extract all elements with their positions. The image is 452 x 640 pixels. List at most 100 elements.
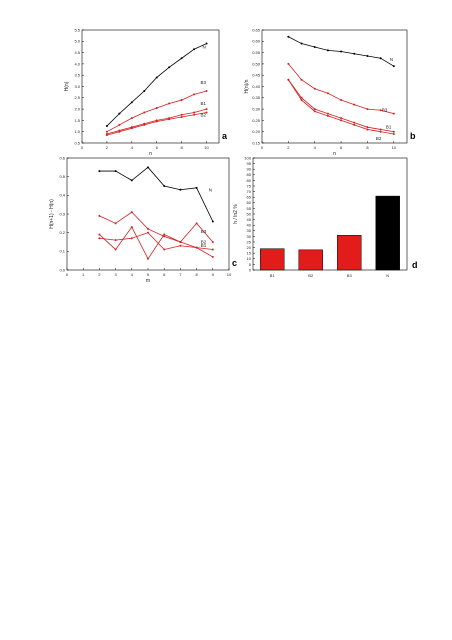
x-tick-label: 4 [131,145,134,150]
data-point [353,121,356,124]
y-tick-label: 15 [247,251,252,256]
data-point [114,170,117,173]
y-tick-label: 10 [247,256,252,261]
data-point [195,222,198,225]
y-tick-label: 5.5 [74,27,80,32]
data-point [180,57,183,60]
series-label-b2: B2 [376,136,382,141]
data-point [118,123,121,126]
bar-n [375,195,400,271]
data-point [155,76,158,79]
series-label-b3: B3 [201,80,207,85]
y-tick-label: 0.50 [252,61,261,66]
x-tick-label: 6 [163,272,166,277]
data-point [392,112,395,115]
data-point [366,128,369,131]
y-tick-label: 90 [247,167,252,172]
data-point [163,233,166,236]
x-tick-label: 8 [181,145,184,150]
series-line-b3 [99,211,214,243]
y-tick-label: 4.5 [74,50,80,55]
panel-label: c [232,258,237,268]
data-point [205,90,208,93]
y-tick-label: 0.0 [59,267,65,272]
y-tick-label: 0.65 [252,27,261,32]
y-tick-label: 0.2 [59,230,65,235]
data-point [340,50,343,53]
y-tick-label: 30 [247,234,252,239]
x-tick-label: 5 [147,272,150,277]
series-line-b3 [288,63,394,115]
bar-b2 [298,249,323,271]
data-point [179,241,182,243]
data-point [366,126,369,129]
y-tick-label: 2.5 [74,95,80,100]
series-label-n: N [209,187,212,192]
y-tick-label: 35 [247,228,252,233]
y-tick-label: 3.5 [74,73,80,78]
data-point [392,65,395,68]
y-tick-label: 0.20 [252,129,261,134]
data-point [300,96,303,99]
data-point [287,35,290,38]
y-tick-label: 0.1 [59,249,65,254]
bar-b3 [337,235,362,271]
data-point [179,244,182,247]
data-point [211,255,214,258]
y-tick-label: 0.5 [74,140,80,145]
x-tick-label: B1 [270,273,276,278]
data-point [195,246,198,249]
x-axis-label: n [333,151,336,157]
y-tick-label: 0.55 [252,50,261,55]
x-tick-label: 9 [212,272,215,277]
series-line-b2 [99,232,213,250]
x-tick-label: 7 [179,272,182,277]
data-point [118,130,121,133]
panel-a: 0.5 1.0 1.5 2.0 2.5 3.0 3.5 4.0 4.5 5.0 5.5 H(n) a 0 2… [64,27,228,157]
series-line-b1 [288,79,394,133]
y-tick-label: 85 [247,172,252,177]
y-tick-label: 20 [247,245,252,250]
series-label-b1: B1 [201,101,207,106]
y-tick-label: 50 [247,211,252,216]
x-tick-label: 2 [287,145,290,150]
data-point [300,78,303,81]
series-line-n [106,43,207,127]
y-tick-label: 95 [247,161,252,166]
y-tick-label: 65 [247,195,252,200]
data-point [98,233,101,236]
y-tick-label: 0.4 [59,193,65,198]
x-axis-label: n [149,151,152,157]
y-tick-label: 55 [247,206,252,211]
data-point [353,103,356,106]
x-tick-label: 0 [261,145,264,150]
data-point [130,117,133,120]
data-point [379,128,382,131]
y-tick-label: 40 [247,223,252,228]
data-point [180,99,183,102]
data-point [313,108,316,111]
panel-d: 0510152025303540455055606570758085909510… [233,155,418,278]
data-point [205,111,208,114]
data-point [155,106,158,109]
data-point [193,93,196,96]
data-point [155,120,158,123]
panel-b: 0.15 0.20 0.25 0.30 0.35 0.40 0.45 0.50 0.55 0.60… [244,27,416,157]
data-point [143,90,146,93]
x-tick-label: 8 [366,145,369,150]
x-tick-label: 3 [114,272,117,277]
data-point [211,248,214,251]
data-point [147,231,149,234]
plot-frame [66,157,230,271]
data-point [205,108,208,111]
series-label-b2: B2 [201,239,207,244]
y-axis-label: H(n)/n [244,79,250,93]
series-label-b3: B3 [382,108,388,113]
data-point [313,87,316,90]
series-label-b3: B3 [201,229,207,234]
panel-label: b [410,131,416,141]
x-tick-label: 4 [131,272,134,277]
data-point [326,49,329,52]
data-point [168,102,171,105]
